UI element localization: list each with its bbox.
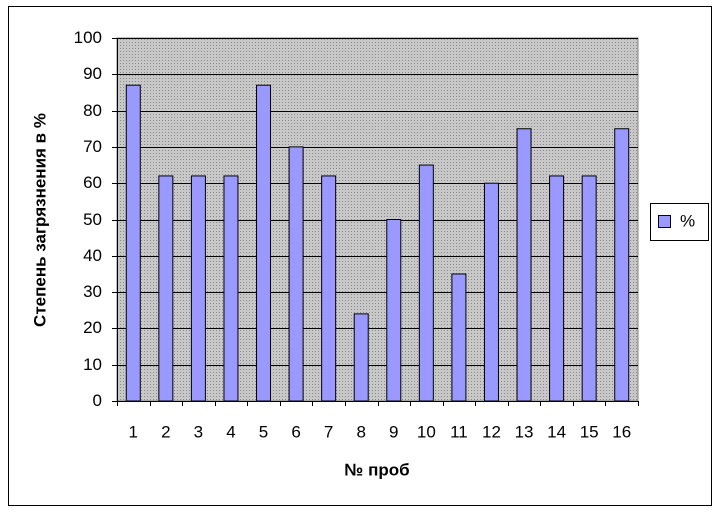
x-axis-label: № проб: [344, 460, 409, 479]
x-tick-label: 3: [194, 422, 203, 441]
x-tick-label: 4: [226, 422, 235, 441]
bar: [614, 128, 630, 402]
bar: [418, 164, 434, 402]
bar: [190, 175, 206, 402]
y-tick-label: 20: [83, 318, 102, 337]
bar: [256, 84, 272, 402]
y-tick-label: 60: [83, 173, 102, 192]
y-tick-label: 90: [83, 64, 102, 83]
bar: [125, 84, 141, 402]
bar: [288, 146, 304, 402]
bar: [223, 175, 239, 402]
y-tick-label: 100: [74, 28, 102, 47]
y-tick-label: 70: [83, 137, 102, 156]
x-tick-label: 1: [129, 422, 138, 441]
x-tick-label: 5: [259, 422, 268, 441]
y-tick-label: 50: [83, 210, 102, 229]
bar: [353, 313, 369, 402]
legend-label: %: [680, 211, 695, 230]
bar: [483, 182, 499, 402]
bar: [549, 175, 565, 402]
x-tick-label: 13: [515, 422, 534, 441]
x-tick-label: 15: [580, 422, 599, 441]
bar: [451, 273, 467, 402]
x-tick-label: 8: [356, 422, 365, 441]
bar: [516, 128, 532, 402]
y-tick-label: 30: [83, 282, 102, 301]
y-tick-label: 0: [93, 391, 102, 410]
bar: [158, 175, 174, 402]
x-tick-label: 10: [417, 422, 436, 441]
x-tick-label: 12: [482, 422, 501, 441]
x-tick-label: 6: [291, 422, 300, 441]
legend-swatch: [658, 215, 671, 228]
y-tick-label: 40: [83, 246, 102, 265]
bar: [321, 175, 337, 402]
y-tick-label: 80: [83, 101, 102, 120]
y-axis-label: Степень загрязнения в %: [30, 113, 49, 327]
x-tick-label: 14: [547, 422, 566, 441]
x-tick-label: 2: [161, 422, 170, 441]
bar: [386, 219, 402, 402]
x-tick-label: 16: [612, 422, 631, 441]
bar: [581, 175, 597, 402]
x-tick-label: 9: [389, 422, 398, 441]
y-tick-label: 10: [83, 355, 102, 374]
x-tick-label: 11: [450, 422, 468, 441]
x-tick-label: 7: [324, 422, 333, 441]
